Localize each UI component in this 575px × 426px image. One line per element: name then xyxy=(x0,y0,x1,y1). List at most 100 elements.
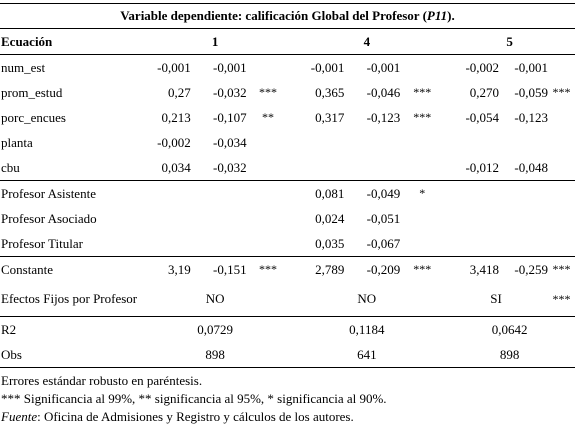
value-cell: -0,001 xyxy=(514,59,548,75)
value-cell: -0,001 xyxy=(213,59,247,75)
value-cell xyxy=(289,130,344,155)
value-cell xyxy=(190,231,247,257)
significance-cell xyxy=(246,231,290,257)
value-cell xyxy=(141,181,191,207)
table-row: prom_estud 0,27 -0,032 *** 0,365 -0,046 *** 0,2… xyxy=(0,80,575,105)
header-eq3: 5 xyxy=(444,28,575,55)
significance-cell xyxy=(400,155,445,181)
efectos-eq1: NO xyxy=(205,291,225,306)
significance-cell: *** xyxy=(259,262,278,276)
row-label: porc_encues xyxy=(1,109,66,125)
significance-cell: *** xyxy=(413,262,432,276)
table-body: num_est -0,001 -0,001 -0,001 -0,001 -0,002 -0,… xyxy=(0,55,575,283)
r2-eq3: 0,0642 xyxy=(491,321,528,337)
r2-row: R2 0,0729 0,1184 0,0642 xyxy=(0,316,575,343)
value-cell: -0,032 xyxy=(213,84,247,100)
row-label: planta xyxy=(1,134,33,150)
significance-cell xyxy=(548,105,575,130)
obs-eq1: 898 xyxy=(140,342,290,368)
value-cell: -0,054 xyxy=(465,109,500,125)
value-cell xyxy=(444,181,499,207)
value-cell xyxy=(140,231,191,257)
value-cell: 0,035 xyxy=(289,231,345,257)
row-label: Obs xyxy=(0,342,141,368)
value-cell: -0,002 xyxy=(465,59,500,75)
significance-cell xyxy=(400,55,444,81)
value-cell xyxy=(444,231,500,257)
header-eq1: 1 xyxy=(140,28,290,55)
significance-cell xyxy=(247,206,290,231)
significance-cell xyxy=(247,130,290,155)
significance-cell: * xyxy=(419,186,426,200)
regression-table: Variable dependiente: calificación Globa… xyxy=(0,3,575,368)
r2-eq1: 0,0729 xyxy=(197,321,234,337)
significance-cell xyxy=(548,130,575,155)
obs-eq3: 898 xyxy=(444,342,575,368)
value-cell: -0,048 xyxy=(499,155,548,181)
efectos-sig3: *** xyxy=(552,291,571,306)
significance-cell xyxy=(400,206,444,231)
value-cell: -0,123 xyxy=(366,109,401,125)
significance-cell xyxy=(548,181,575,207)
value-cell: 0,27 xyxy=(167,84,191,100)
significance-cell xyxy=(247,55,290,81)
value-cell xyxy=(191,206,247,231)
significance-cell xyxy=(548,206,575,231)
row-label: Profesor Asistente xyxy=(1,185,96,201)
value-cell: 0,034 xyxy=(140,155,191,181)
table-title: Variable dependiente: calificación Globa… xyxy=(0,3,575,29)
table-title-row: Variable dependiente: calificación Globa… xyxy=(0,3,575,29)
significance-cell xyxy=(247,181,290,207)
value-cell: 0,213 xyxy=(161,109,191,125)
value-cell: -0,046 xyxy=(366,84,401,100)
significance-cell xyxy=(547,155,575,181)
significance-cell xyxy=(547,231,575,257)
efectos-eq2: NO xyxy=(357,291,377,306)
value-cell: -0,123 xyxy=(514,109,548,125)
value-cell xyxy=(499,181,548,207)
table-row: Profesor Asistente 0,081 -0,049 * xyxy=(0,181,575,207)
value-cell: 3,418 xyxy=(469,261,500,277)
value-cell xyxy=(344,155,401,181)
row-label: Efectos Fijos por Profesor xyxy=(1,291,138,306)
significance-cell: *** xyxy=(552,262,571,276)
row-label: Constante xyxy=(1,261,53,277)
value-cell: -0,051 xyxy=(366,210,401,226)
value-cell: 3,19 xyxy=(167,261,191,277)
row-label: R2 xyxy=(1,321,17,337)
value-cell: -0,001 xyxy=(157,59,191,75)
value-cell: -0,032 xyxy=(190,155,247,181)
value-cell xyxy=(444,130,499,155)
value-cell: 0,270 xyxy=(469,84,500,100)
row-label: cbu xyxy=(0,155,141,181)
title-suffix: ). xyxy=(447,8,455,23)
table-notes: Errores estándar robusto en paréntesis. … xyxy=(1,372,387,426)
significance-cell: *** xyxy=(552,85,571,99)
table-row: cbu 0,034 -0,032 -0,012 -0,048 xyxy=(0,155,575,181)
value-cell: -0,001 xyxy=(310,59,345,75)
note-source: Fuente: Oficina de Admisiones y Registro… xyxy=(1,408,387,426)
row-label: Profesor Titular xyxy=(0,231,141,257)
value-cell: 0,081 xyxy=(315,185,345,201)
value-cell xyxy=(141,206,191,231)
value-cell: 0,317 xyxy=(315,109,345,125)
table-row: planta -0,002 -0,034 xyxy=(0,130,575,155)
value-cell: -0,012 xyxy=(444,155,500,181)
value-cell: -0,059 xyxy=(514,84,548,100)
value-cell: -0,151 xyxy=(213,261,247,277)
significance-cell xyxy=(400,231,445,257)
significance-cell xyxy=(400,130,444,155)
value-cell xyxy=(499,206,548,231)
row-label: num_est xyxy=(1,59,46,75)
value-cell xyxy=(344,130,400,155)
value-cell xyxy=(191,181,247,207)
row-label: Profesor Asociado xyxy=(1,210,97,226)
efectos-eq3: SI xyxy=(490,291,502,306)
significance-cell xyxy=(548,55,575,81)
table-row: Profesor Titular 0,035 -0,067 xyxy=(0,231,575,257)
value-cell: -0,067 xyxy=(344,231,401,257)
value-cell xyxy=(499,130,548,155)
note-errors: Errores estándar robusto en paréntesis. xyxy=(1,373,203,388)
obs-row: Obs 898 641 898 xyxy=(0,342,575,368)
